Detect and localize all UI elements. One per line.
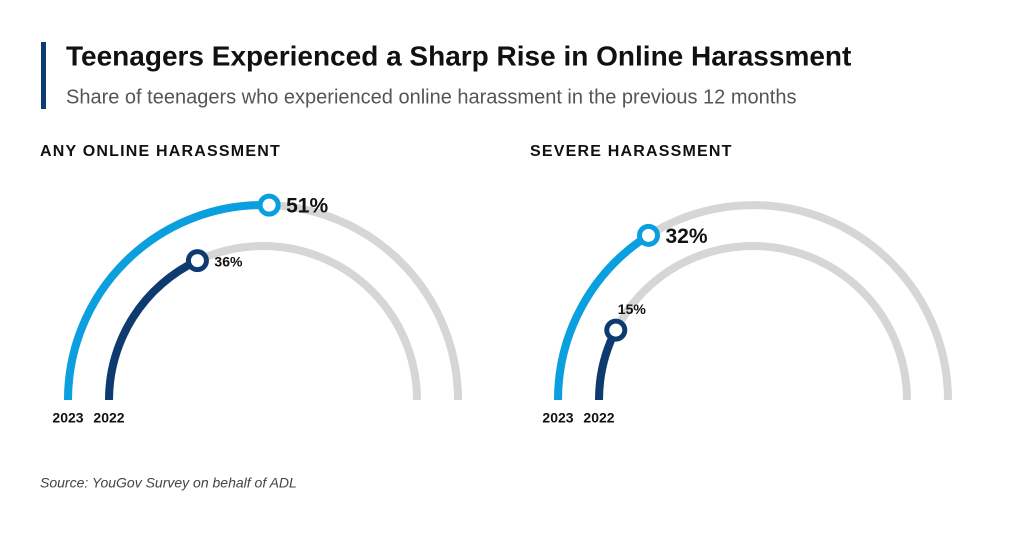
track — [105, 242, 421, 401]
value-arc — [105, 257, 200, 401]
marker — [257, 193, 281, 217]
series-label: 2022 — [583, 410, 614, 426]
value-label: 32% — [666, 225, 708, 248]
track — [554, 201, 952, 401]
marker — [637, 223, 661, 247]
value-label: 15% — [618, 301, 647, 317]
value-arc — [64, 201, 270, 401]
chart-title: SEVERE HARASSMENT — [530, 143, 733, 160]
source: Source: YouGov Survey on behalf of ADL — [40, 475, 297, 491]
title: Teenagers Experienced a Sharp Rise in On… — [66, 40, 851, 71]
accent-bar — [41, 42, 46, 109]
value-label: 51% — [286, 195, 328, 218]
series-label: 2023 — [542, 410, 573, 426]
series-label: 2023 — [52, 410, 83, 426]
track — [64, 201, 462, 401]
subtitle: Share of teenagers who experienced onlin… — [66, 86, 796, 108]
track — [595, 242, 911, 401]
value-arc — [554, 231, 651, 401]
marker — [185, 249, 209, 273]
marker — [604, 318, 628, 342]
series-label: 2022 — [93, 410, 124, 426]
value-label: 36% — [214, 253, 243, 269]
chart-title: ANY ONLINE HARASSMENT — [40, 143, 281, 160]
